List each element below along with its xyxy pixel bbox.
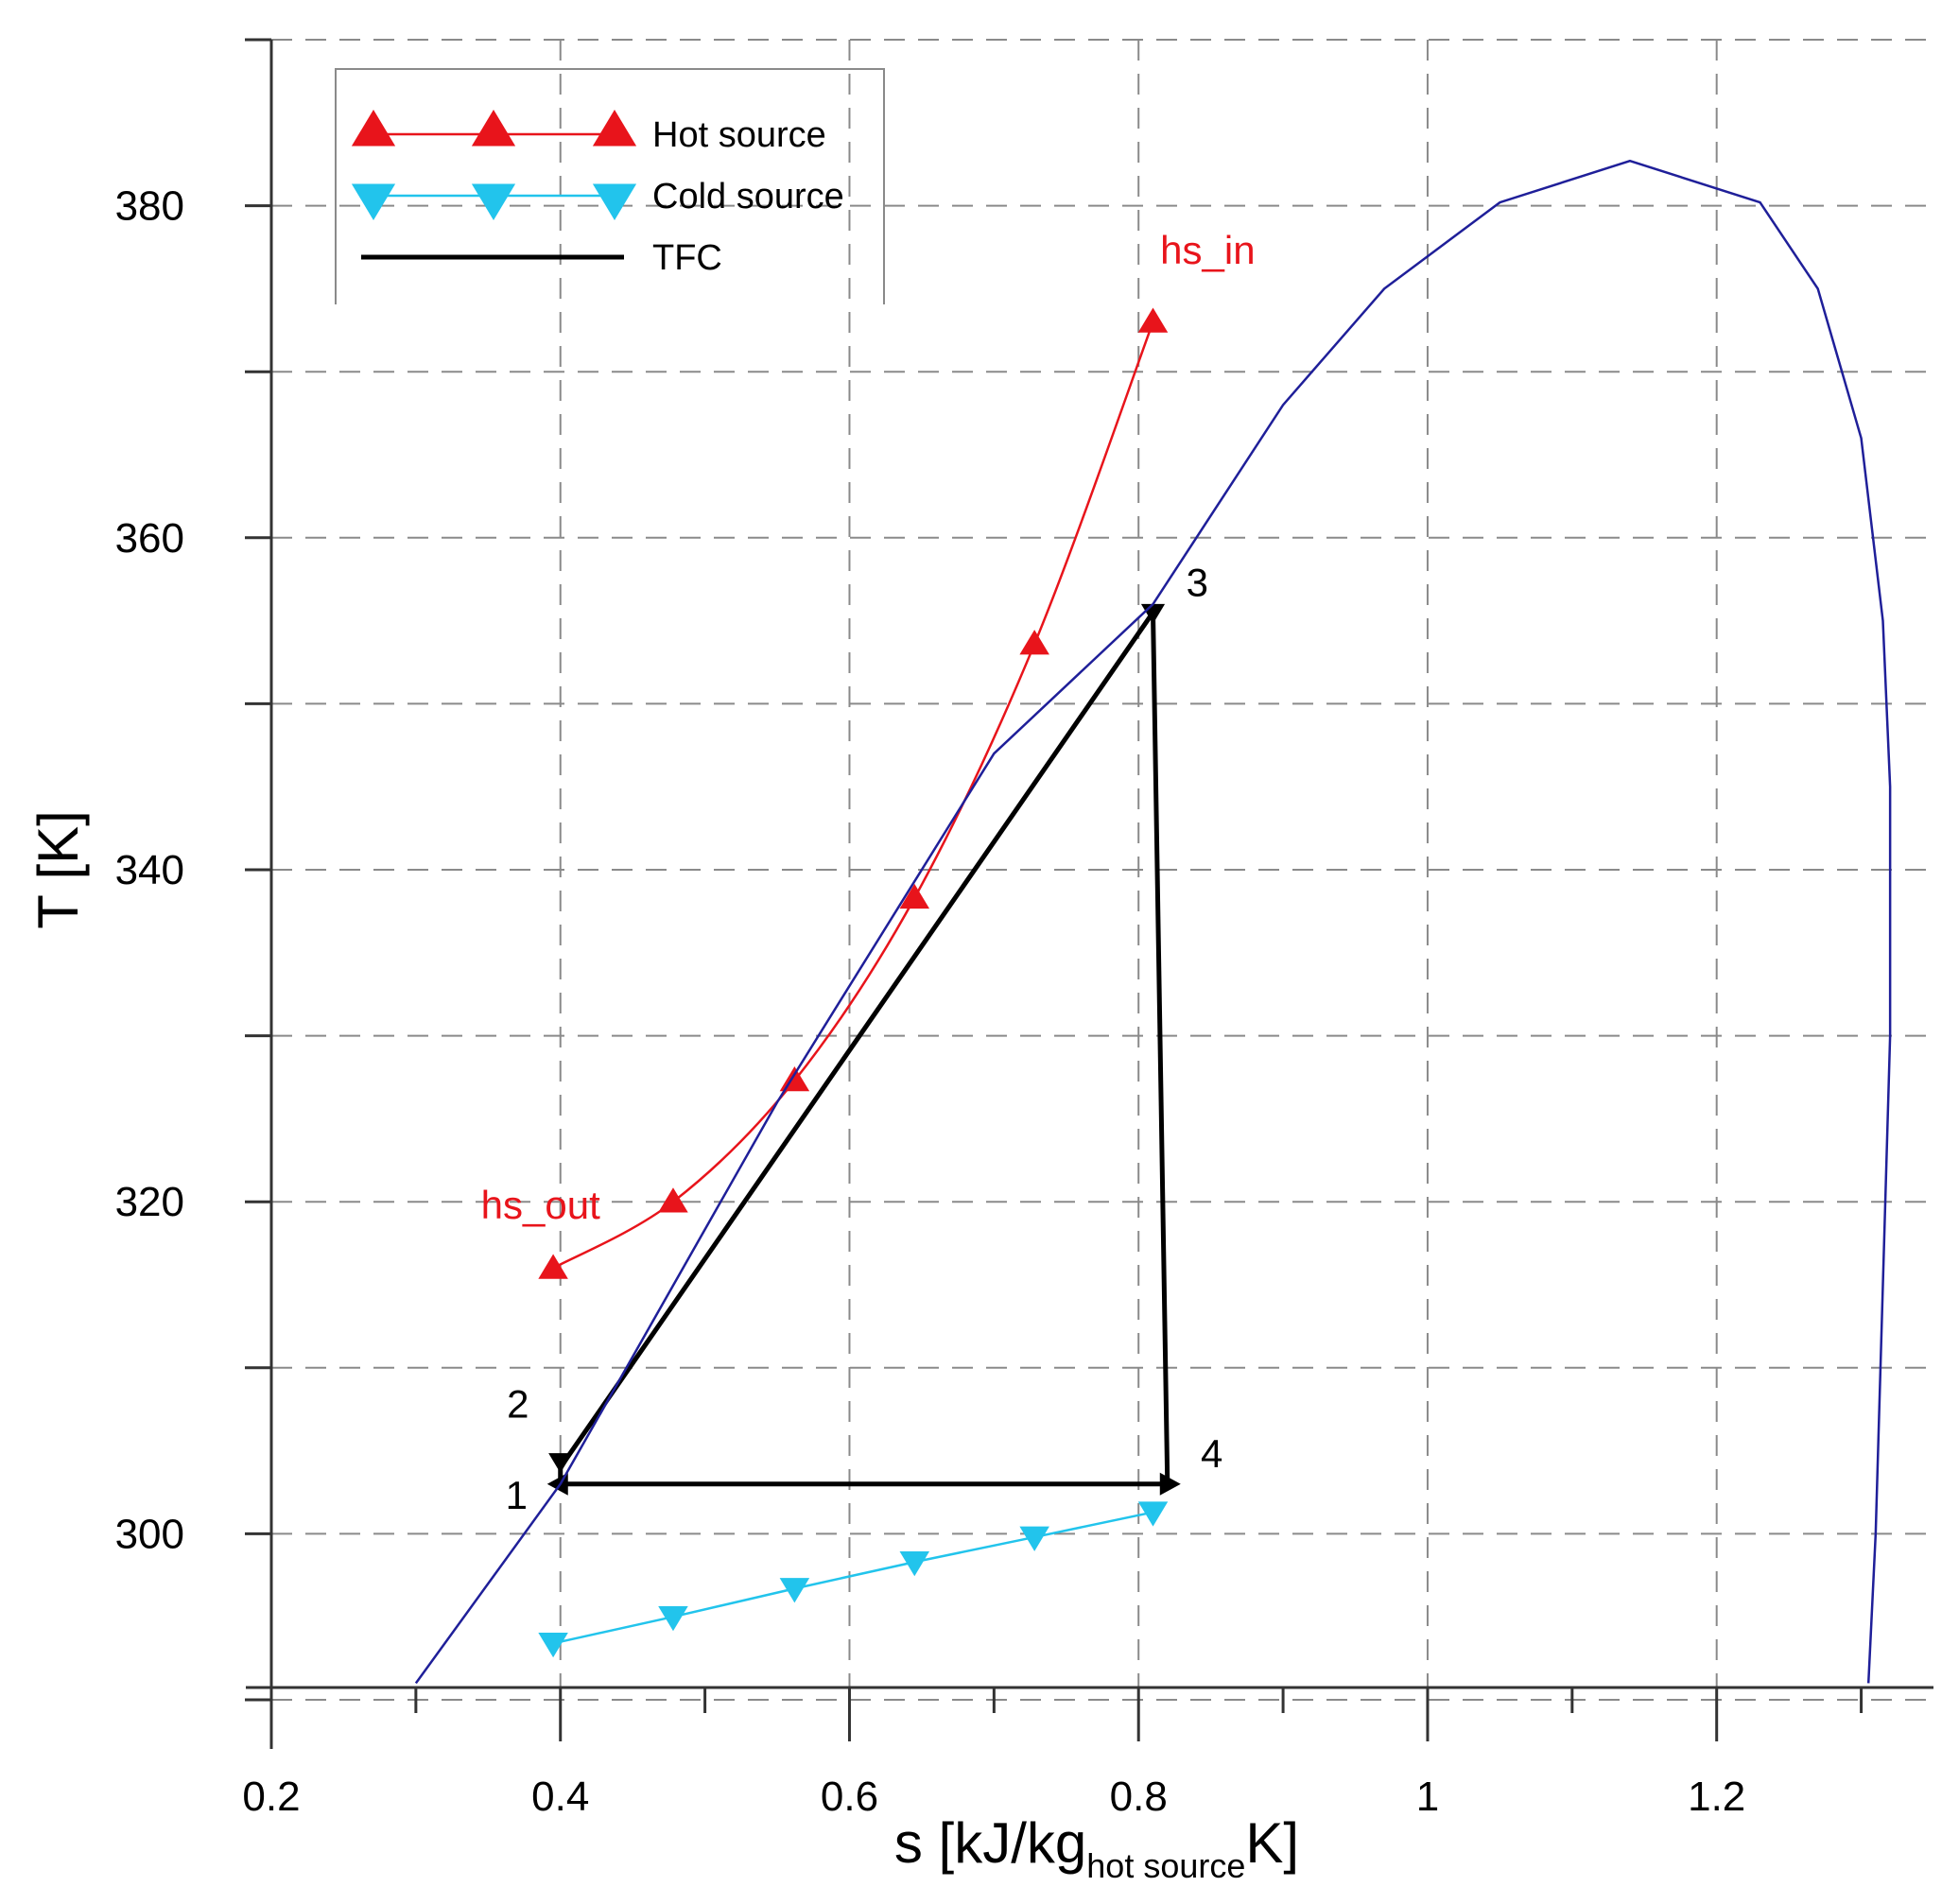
data-series xyxy=(414,159,1892,1685)
legend-marker xyxy=(592,110,637,147)
x-tick-label: 1.2 xyxy=(1688,1774,1745,1820)
axes xyxy=(245,38,1933,1749)
x-tick-label: 0.6 xyxy=(821,1774,878,1820)
y-tick-label: 380 xyxy=(115,183,184,230)
hot-source-point xyxy=(658,1187,688,1213)
hot-source-point xyxy=(1137,307,1169,333)
saturation-dome-line xyxy=(414,159,1892,1685)
cold-source-point xyxy=(779,1578,810,1603)
cold-source-line xyxy=(552,1511,1153,1645)
legend-items: Hot source Cold source TFC xyxy=(351,110,844,278)
legend-frame xyxy=(335,68,885,304)
cold-source-point xyxy=(1019,1526,1049,1551)
hot-source-point xyxy=(899,883,930,909)
legend-marker xyxy=(592,183,637,220)
x-axis-title: s [kJ/kghot sourceK] xyxy=(894,1811,1299,1885)
legend-label: Hot source xyxy=(652,115,826,155)
y-tick-label: 360 xyxy=(115,515,184,562)
x-tick-label: 0.4 xyxy=(531,1774,589,1820)
legend-marker xyxy=(471,183,516,220)
x-axis-title-tail: K] xyxy=(1245,1811,1299,1875)
cold-source-point xyxy=(899,1551,930,1577)
x-axis-title-main: s [kJ/kg xyxy=(894,1811,1086,1875)
y-tick-label: 300 xyxy=(115,1511,184,1557)
legend-marker xyxy=(351,183,396,220)
x-tick-label: 0.2 xyxy=(242,1774,300,1820)
x-axis-title-subscript: hot source xyxy=(1086,1846,1245,1885)
hot-source-line xyxy=(552,321,1154,1270)
x-tick-label: 0.8 xyxy=(1110,1774,1168,1820)
cold-source-point xyxy=(538,1633,568,1658)
annotation-label: hs_out xyxy=(481,1183,600,1227)
hot-source-point xyxy=(538,1254,568,1279)
y-tick-label: 340 xyxy=(115,847,184,893)
legend-label: TFC xyxy=(652,238,722,278)
tick-labels: 0.2 0.4 0.6 0.8 1 1.2 300 320 340 360 380 xyxy=(115,183,1746,1820)
legend-label: Cold source xyxy=(652,177,844,216)
cold-source-point xyxy=(1137,1501,1169,1527)
hot-source-point xyxy=(779,1066,810,1092)
legend: Hot source Cold source TFC xyxy=(335,68,885,304)
tfc-cycle-line xyxy=(558,605,1170,1487)
grid-lines xyxy=(271,39,1933,1701)
annotation-label: 2 xyxy=(507,1381,529,1426)
annotation-label: 3 xyxy=(1187,560,1208,604)
annotation-label: hs_in xyxy=(1160,228,1255,272)
tfc-point-2 xyxy=(548,1453,573,1474)
cold-source-point xyxy=(658,1605,688,1632)
y-axis-title: T [K] xyxy=(26,810,90,929)
legend-marker xyxy=(471,110,516,147)
legend-marker xyxy=(351,110,396,147)
annotation-label: 1 xyxy=(506,1473,528,1517)
hot-source-point xyxy=(1019,630,1049,655)
annotations: hs_in hs_out 1 2 3 4 xyxy=(481,228,1256,1517)
y-tick-label: 320 xyxy=(115,1179,184,1225)
tfc-point-4 xyxy=(1159,1472,1181,1496)
annotation-label: 4 xyxy=(1201,1431,1222,1476)
x-tick-label: 1 xyxy=(1416,1774,1439,1820)
